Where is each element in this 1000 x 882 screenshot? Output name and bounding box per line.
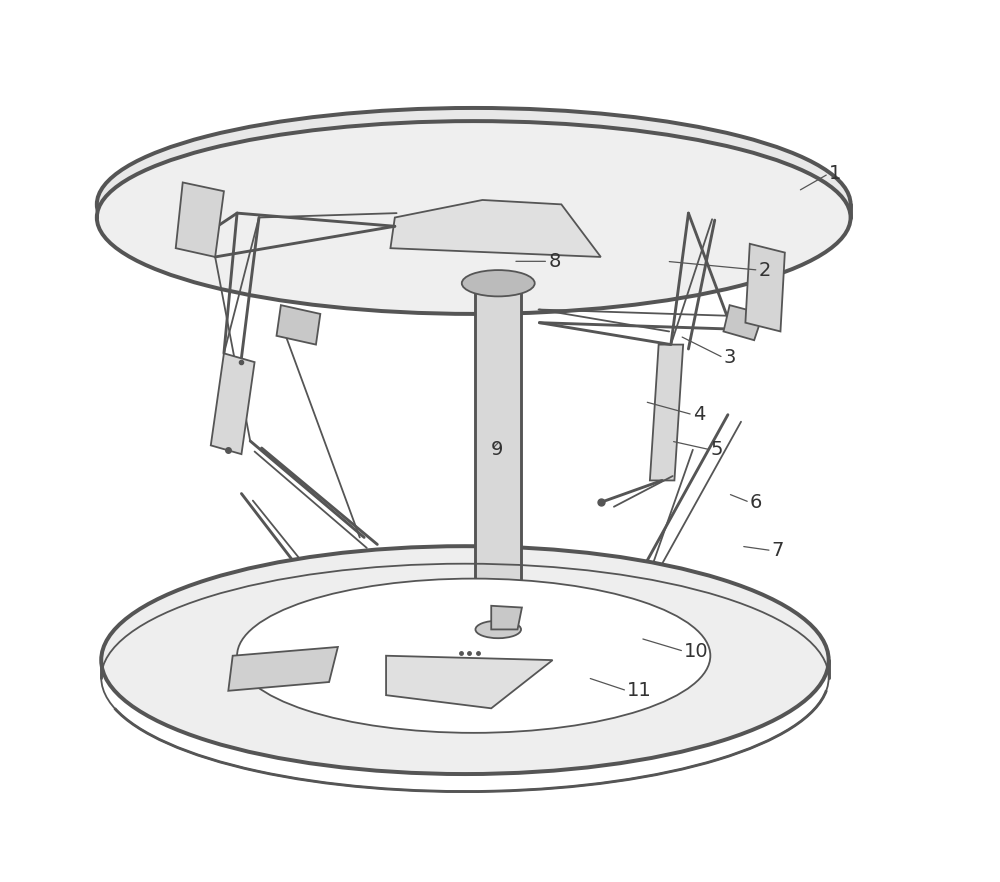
Text: 9: 9 (491, 440, 504, 460)
Polygon shape (650, 345, 683, 481)
Text: 6: 6 (750, 493, 762, 512)
Text: 2: 2 (759, 260, 771, 280)
Polygon shape (745, 243, 785, 332)
Ellipse shape (97, 121, 851, 314)
Text: 3: 3 (723, 348, 736, 367)
Polygon shape (228, 647, 338, 691)
Text: 1: 1 (829, 164, 841, 183)
Text: 10: 10 (684, 642, 709, 661)
Polygon shape (277, 305, 320, 345)
Text: 11: 11 (627, 681, 652, 700)
Polygon shape (176, 183, 224, 257)
Text: 8: 8 (548, 252, 561, 271)
Ellipse shape (237, 579, 710, 733)
Ellipse shape (462, 270, 535, 296)
Polygon shape (211, 354, 255, 454)
Ellipse shape (101, 546, 829, 774)
Polygon shape (475, 283, 521, 630)
Text: 5: 5 (710, 440, 723, 460)
Ellipse shape (475, 621, 521, 639)
Polygon shape (390, 200, 601, 257)
Text: 7: 7 (772, 541, 784, 560)
Polygon shape (723, 305, 763, 340)
Ellipse shape (97, 108, 851, 301)
Polygon shape (386, 655, 553, 708)
Polygon shape (491, 606, 522, 630)
Text: 4: 4 (693, 405, 705, 424)
